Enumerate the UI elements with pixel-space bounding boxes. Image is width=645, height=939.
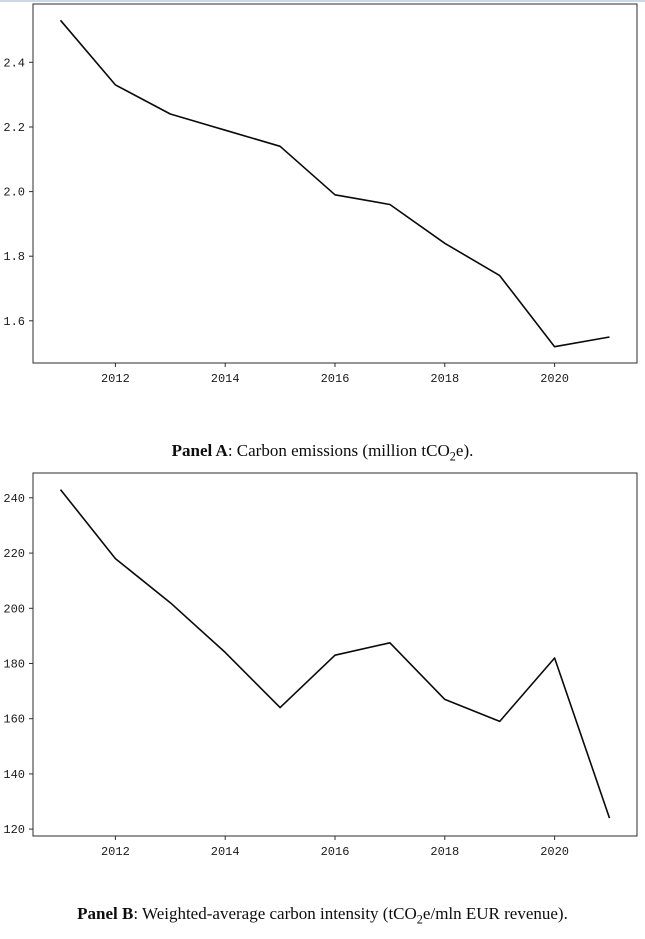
panel-a-caption-text: : Carbon emissions (million tCO xyxy=(227,441,450,460)
data-series-line xyxy=(59,489,611,819)
y-tick-label: 200 xyxy=(3,602,25,616)
x-tick-label: 2012 xyxy=(101,372,130,386)
panel-b-caption: Panel B: Weighted-average carbon intensi… xyxy=(0,903,645,927)
y-tick-label: 1.6 xyxy=(3,315,25,329)
panel-b-caption-text-end: e/mln EUR revenue). xyxy=(422,904,568,923)
x-tick-label: 2016 xyxy=(321,845,350,859)
x-tick-label: 2014 xyxy=(211,845,240,859)
x-tick-label: 2018 xyxy=(430,372,459,386)
x-tick-label: 2012 xyxy=(101,845,130,859)
window-edge-strip xyxy=(0,0,645,2)
y-tick-label: 180 xyxy=(3,658,25,672)
panel-b-line-chart: 2012 2014 2016 2018 2020 120 140 160 180 200 220 24… xyxy=(3,472,638,859)
x-tick-label: 2018 xyxy=(430,845,459,859)
y-tick-label: 220 xyxy=(3,547,25,561)
panel-a-caption-text-end: e). xyxy=(455,441,474,460)
x-tick-label: 2020 xyxy=(540,372,569,386)
y-tick-label: 140 xyxy=(3,768,25,782)
y-tick-label: 2.4 xyxy=(3,56,25,70)
panel-a-caption: Panel A: Carbon emissions (million tCO2e… xyxy=(0,440,645,464)
plot-frame xyxy=(32,3,638,364)
data-series-line xyxy=(59,19,610,348)
panel-b-caption-subscript: 2 xyxy=(416,912,423,927)
panel-a-caption-label: Panel A xyxy=(171,441,228,460)
panel-a-caption-subscript: 2 xyxy=(449,449,456,464)
x-tick-label: 2014 xyxy=(211,372,240,386)
y-tick-label: 120 xyxy=(3,823,25,837)
y-tick-label: 1.8 xyxy=(3,250,25,264)
x-tick-label: 2020 xyxy=(540,845,569,859)
y-tick-label: 240 xyxy=(3,492,25,506)
panel-b-caption-label: Panel B xyxy=(77,904,134,923)
y-tick-label: 2.0 xyxy=(3,186,25,200)
y-tick-label: 160 xyxy=(3,713,25,727)
y-tick-label: 2.2 xyxy=(3,121,25,135)
panel-b-caption-text: : Weighted-average carbon intensity (tCO xyxy=(133,904,417,923)
x-tick-label: 2016 xyxy=(321,372,350,386)
panel-a-line-chart: 2012 2014 2016 2018 2020 1.6 1.8 2.0 2.2 2.4 xyxy=(3,3,638,386)
